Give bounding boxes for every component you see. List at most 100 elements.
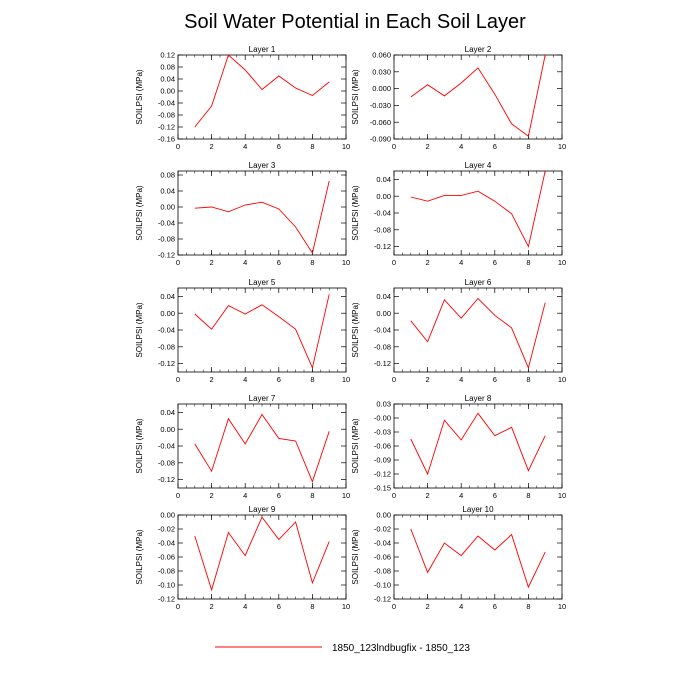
panel-title: Layer 7 xyxy=(249,394,276,403)
panel-title: Layer 9 xyxy=(249,505,276,514)
x-tick-label: 6 xyxy=(493,142,497,151)
x-tick-label: 10 xyxy=(342,375,350,384)
y-axis-label: SOILPSI (MPa) xyxy=(135,418,144,473)
y-tick-label: -0.08 xyxy=(158,235,175,244)
panel-layer-10: Layer 10 SOILPSI (MPa) 0 2 4 6 8 10 0.00 -0.02 -0.… xyxy=(351,505,566,611)
y-axis-label: SOILPSI (MPa) xyxy=(135,529,144,584)
x-tick-label: 0 xyxy=(176,491,180,500)
x-tick-label: 6 xyxy=(493,491,497,500)
x-tick-label: 6 xyxy=(493,375,497,384)
x-tick-label: 0 xyxy=(392,142,396,151)
panel-title: Layer 5 xyxy=(249,278,276,287)
x-tick-label: 8 xyxy=(310,142,314,151)
y-axis-label: SOILPSI (MPa) xyxy=(351,418,360,473)
y-tick-label: 0.08 xyxy=(160,171,175,180)
panel-layer-1: Layer 1 SOILPSI (MPa) 0 2 4 6 8 10 0.12 0.08 0.04 0… xyxy=(135,45,350,151)
y-tick-label: -0.08 xyxy=(158,458,175,467)
y-tick-label: 0.00 xyxy=(376,309,391,318)
y-tick-label: -0.12 xyxy=(158,359,175,368)
y-tick-label: -0.12 xyxy=(374,595,391,604)
panel-layer-8: Layer 8 SOILPSI (MPa) 0 2 4 6 8 10 0.03 -0.00 -0.0… xyxy=(351,394,566,500)
y-tick-label: -0.10 xyxy=(374,581,391,590)
x-tick-label: 2 xyxy=(426,602,430,611)
x-tick-label: 10 xyxy=(342,258,350,267)
x-tick-label: 6 xyxy=(277,491,281,500)
y-tick-label: 0.00 xyxy=(160,87,175,96)
y-tick-label: -0.04 xyxy=(158,442,175,451)
y-tick-label: -0.00 xyxy=(374,414,391,423)
x-tick-label: 10 xyxy=(558,142,566,151)
y-tick-label: 0.04 xyxy=(160,187,175,196)
y-tick-label: 0.00 xyxy=(160,309,175,318)
plot-frame xyxy=(177,170,347,256)
y-tick-label: 0.060 xyxy=(372,51,391,60)
y-tick-label: 0.030 xyxy=(372,67,391,76)
y-tick-label: 0.00 xyxy=(376,192,391,201)
y-tick-label: -0.16 xyxy=(158,135,175,144)
x-tick-label: 2 xyxy=(426,142,430,151)
plot-frame xyxy=(393,403,563,489)
y-tick-label: -0.030 xyxy=(370,101,391,110)
x-tick-label: 4 xyxy=(459,491,463,500)
y-tick-label: 0.00 xyxy=(376,511,391,520)
panel-title: Layer 6 xyxy=(465,278,492,287)
series-line xyxy=(194,294,330,370)
x-tick-label: 8 xyxy=(310,375,314,384)
y-tick-label: -0.12 xyxy=(158,475,175,484)
x-tick-label: 8 xyxy=(310,491,314,500)
x-tick-label: 0 xyxy=(176,258,180,267)
panel-layer-4: Layer 4 SOILPSI (MPa) 0 2 4 6 8 10 0.04 0.00 -0.04… xyxy=(351,161,566,267)
x-tick-label: 0 xyxy=(392,375,396,384)
y-tick-label: -0.02 xyxy=(158,525,175,534)
x-tick-label: 8 xyxy=(526,142,530,151)
series-line xyxy=(194,516,330,592)
y-tick-label: 0.000 xyxy=(372,84,391,93)
x-tick-label: 10 xyxy=(342,142,350,151)
y-tick-label: 0.08 xyxy=(160,63,175,72)
y-tick-label: -0.04 xyxy=(158,99,175,108)
x-tick-label: 0 xyxy=(176,375,180,384)
y-tick-label: -0.06 xyxy=(374,553,391,562)
y-tick-label: -0.08 xyxy=(158,111,175,120)
series-line xyxy=(194,180,330,255)
y-tick-label: -0.12 xyxy=(158,251,175,260)
x-tick-label: 8 xyxy=(310,602,314,611)
y-tick-label: -0.04 xyxy=(158,539,175,548)
x-tick-label: 2 xyxy=(426,491,430,500)
x-tick-label: 10 xyxy=(558,602,566,611)
y-axis-label: SOILPSI (MPa) xyxy=(135,302,144,357)
y-tick-label: -0.04 xyxy=(374,326,391,335)
y-tick-label: -0.08 xyxy=(158,567,175,576)
x-tick-label: 10 xyxy=(558,375,566,384)
panel-layer-3: Layer 3 SOILPSI (MPa) 0 2 4 6 8 10 0.08 0.04 0.00 -… xyxy=(135,161,350,267)
panel-title: Layer 1 xyxy=(249,45,276,54)
y-tick-label: 0.04 xyxy=(160,292,175,301)
x-tick-label: 4 xyxy=(459,375,463,384)
legend-label: 1850_123lndbugfix - 1850_123 xyxy=(332,643,470,654)
x-tick-label: 2 xyxy=(210,142,214,151)
x-tick-label: 2 xyxy=(426,258,430,267)
y-axis-label: SOILPSI (MPa) xyxy=(135,69,144,124)
y-tick-label: -0.02 xyxy=(374,525,391,534)
x-tick-label: 10 xyxy=(342,491,350,500)
y-tick-label: -0.04 xyxy=(158,326,175,335)
x-tick-label: 6 xyxy=(493,602,497,611)
x-tick-label: 2 xyxy=(210,375,214,384)
legend: 1850_123lndbugfix - 1850_123 xyxy=(215,643,470,654)
y-tick-label: -0.12 xyxy=(374,359,391,368)
x-tick-label: 10 xyxy=(342,602,350,611)
series-line xyxy=(410,297,546,370)
y-tick-label: 0.04 xyxy=(376,292,391,301)
y-tick-label: -0.04 xyxy=(158,219,175,228)
y-axis-label: SOILPSI (MPa) xyxy=(351,302,360,357)
panels: Layer 1 SOILPSI (MPa) 0 2 4 6 8 10 0.12 0.08 0.04 0… xyxy=(135,45,566,611)
y-tick-label: 0.00 xyxy=(160,203,175,212)
y-tick-label: -0.12 xyxy=(158,123,175,132)
panel-title: Layer 10 xyxy=(462,505,494,514)
panel-layer-5: Layer 5 SOILPSI (MPa) 0 2 4 6 8 10 0.04 0.00 -0.04… xyxy=(135,278,350,384)
x-tick-label: 8 xyxy=(310,258,314,267)
x-tick-label: 10 xyxy=(558,258,566,267)
y-tick-label: -0.08 xyxy=(374,567,391,576)
x-tick-label: 6 xyxy=(493,258,497,267)
